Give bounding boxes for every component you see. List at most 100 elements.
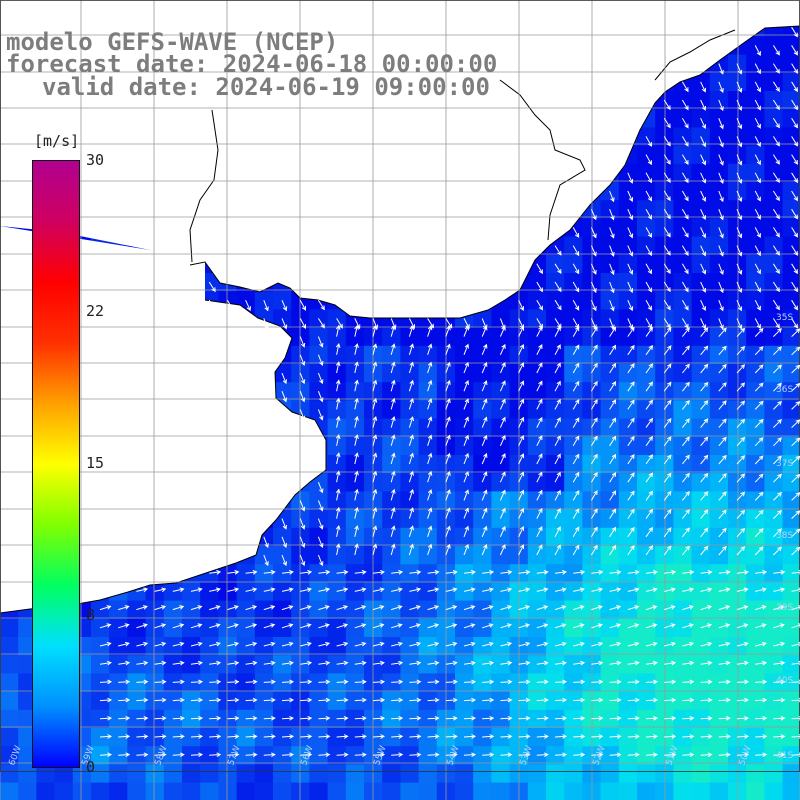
wind-arrow [136,623,148,629]
speed-cell [345,364,365,383]
wind-arrow [445,641,458,647]
wind-arrow [263,660,276,666]
wind-arrow [445,623,458,629]
wind-arrow [336,752,349,758]
wind-arrows [99,26,800,758]
speed-cell [637,382,656,401]
wind-arrow [336,697,349,703]
wind-arrow [590,209,597,221]
wind-arrow [463,587,476,593]
wind-arrow [572,417,580,428]
speed-cell [491,473,511,492]
wind-arrow [263,300,269,312]
wind-arrow [736,281,743,294]
wind-arrow [372,452,378,465]
wind-arrow [609,362,617,374]
wind-arrow [681,263,689,275]
wind-arrow [572,398,580,410]
speed-cell [491,382,511,401]
speed-cell [546,764,565,784]
wind-arrow [518,679,531,685]
wind-arrow [773,587,786,593]
wind-arrow [700,418,709,428]
wind-arrow [227,623,239,629]
wind-arrow [591,715,604,721]
wind-arrow [609,417,617,428]
wind-arrow [664,660,677,666]
speed-cell [491,400,511,420]
wind-arrow [500,587,513,593]
wind-arrow [645,227,652,238]
wind-arrow [773,641,786,647]
wind-arrow [627,263,634,275]
wind-arrow [700,263,706,275]
wind-arrow [518,734,531,739]
speed-cell [400,436,420,456]
wind-arrow [681,172,689,184]
speed-cell [728,455,747,474]
wind-arrow [554,623,567,629]
speed-cell [291,618,310,638]
wind-arrow [572,263,580,275]
speed-cell [382,364,401,383]
wind-arrow [682,734,695,739]
wind-arrow [445,379,451,392]
wind-arrow [773,473,782,483]
wind-arrow [718,752,731,758]
wind-arrow [554,325,561,337]
wind-arrow [518,715,531,721]
wind-arrow [572,344,580,356]
wind-arrow [609,326,617,337]
wind-arrow [499,398,506,410]
speed-cell [400,782,420,800]
speed-cell [473,546,492,565]
wind-arrow [627,208,634,221]
wind-arrow [736,190,743,203]
wind-arrow [681,318,689,329]
wind-arrow [336,587,349,593]
speed-cell [327,782,347,800]
speed-cell [309,618,329,638]
wind-arrow [227,605,239,611]
speed-cell [564,527,583,547]
speed-cell [455,364,474,383]
speed-cell [728,382,747,401]
wind-arrow [518,434,525,447]
wind-arrow [154,641,167,647]
wind-arrow [700,136,706,148]
wind-arrow [645,752,659,758]
wind-arrow [354,470,359,483]
wind-arrow [245,660,258,666]
speed-cell [400,327,420,347]
wind-arrow [736,715,750,721]
speed-cell [345,400,365,420]
wind-arrow [754,281,761,293]
speed-cell [618,327,638,347]
wind-arrow [300,587,312,593]
wind-arrow [663,326,672,337]
wind-arrow [609,281,615,294]
wind-arrow [772,299,780,311]
speed-cell [637,473,656,492]
speed-cell [637,455,656,474]
wind-arrow [354,569,367,575]
speed-cell [491,618,511,638]
wind-arrow [700,81,706,93]
wind-arrow [482,752,495,758]
wind-arrow [627,417,635,428]
wind-arrow [445,752,458,758]
wind-arrow [627,172,634,184]
speed-cell [109,764,128,784]
wind-arrow [718,99,724,112]
wind-arrow [408,543,414,556]
speed-cell [327,509,347,529]
speed-cell [273,782,292,800]
wind-arrow [281,391,287,403]
speed-cell [527,400,547,420]
wind-arrow [791,299,798,311]
speed-cell [400,546,420,565]
wind-arrow [500,660,513,666]
wind-arrow [572,544,580,556]
wind-arrow [755,679,768,685]
